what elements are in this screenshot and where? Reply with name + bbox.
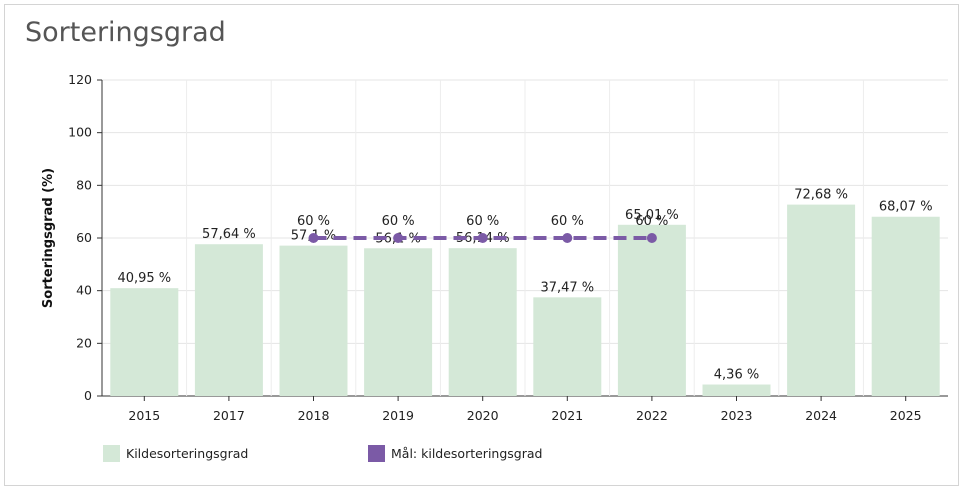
x-tick-label: 2015 (128, 408, 160, 423)
bar-data-label: 68,07 % (879, 200, 933, 215)
bar-2023 (702, 384, 771, 396)
bar-data-label: 40,95 % (117, 271, 171, 286)
bar-2020 (448, 248, 517, 396)
y-tick-label: 60 (76, 230, 92, 245)
x-tick-label: 2022 (636, 408, 668, 423)
bar-data-label: 37,47 % (540, 280, 594, 295)
goal-data-label: 60 % (466, 214, 499, 229)
x-tick-label: 2017 (213, 408, 245, 423)
bar-2021 (533, 297, 602, 396)
chart-title: Sorteringsgrad (25, 17, 226, 48)
bar-2018 (279, 245, 348, 396)
goal-data-label: 60 % (635, 214, 668, 229)
y-tick-label: 40 (76, 283, 92, 298)
x-tick-label: 2019 (382, 408, 414, 423)
y-tick-label: 0 (84, 388, 92, 403)
y-axis-label: Sorteringsgrad (%) (41, 168, 56, 308)
goal-point-2019 (393, 233, 404, 243)
x-tick-label: 2024 (805, 408, 837, 423)
bar-2015 (110, 288, 179, 396)
goal-point-2021 (562, 233, 573, 243)
legend-swatch-maal (368, 445, 385, 462)
goal-point-2018 (308, 233, 319, 243)
bar-2019 (364, 248, 433, 396)
bar-data-label: 4,36 % (714, 368, 759, 383)
legend-label-maal: Mål: kildesorteringsgrad (391, 446, 542, 461)
x-tick-label: 2020 (467, 408, 499, 423)
goal-point-2022 (646, 233, 657, 243)
bar-2025 (871, 216, 940, 396)
bar-2022 (617, 224, 686, 396)
x-tick-label: 2018 (298, 408, 330, 423)
goal-data-label: 60 % (297, 214, 330, 229)
y-tick-label: 120 (68, 72, 92, 87)
y-tick-label: 100 (68, 125, 92, 140)
x-tick-label: 2023 (721, 408, 753, 423)
y-tick-label: 20 (76, 335, 92, 350)
bar-data-label: 65,01 % (625, 208, 679, 223)
x-tick-label: 2025 (890, 408, 922, 423)
legend-swatch-kildesorteringsgrad (103, 445, 120, 462)
bar-data-label: 57,64 % (202, 227, 256, 242)
legend-label-kildesorteringsgrad: Kildesorteringsgrad (126, 446, 248, 461)
goal-data-label: 60 % (551, 214, 584, 229)
goal-point-2020 (477, 233, 488, 243)
bar-2017 (194, 244, 263, 396)
bar-2024 (787, 204, 856, 396)
y-tick-label: 80 (76, 177, 92, 192)
bar-data-label: 72,68 % (794, 188, 848, 203)
goal-data-label: 60 % (382, 214, 415, 229)
x-tick-label: 2021 (551, 408, 583, 423)
